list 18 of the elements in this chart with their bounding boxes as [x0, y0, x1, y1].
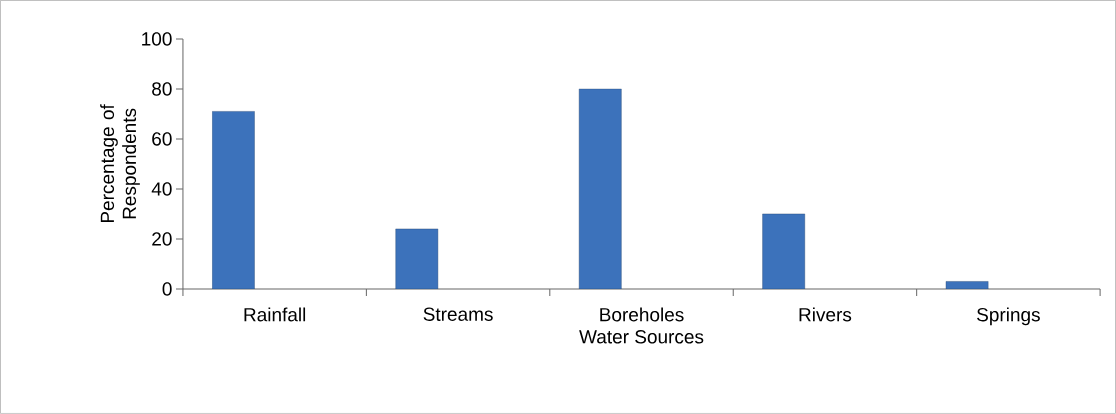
y-tick-label: 20 [152, 232, 172, 246]
bar [762, 213, 805, 289]
x-tick-label: Springs [977, 307, 1040, 326]
y-tick-label: 80 [152, 82, 172, 96]
y-tick-label: 0 [162, 282, 172, 296]
x-tick-label: Rivers [799, 307, 852, 322]
x-tick-label: Rainfall [244, 307, 306, 322]
bar [578, 88, 622, 289]
y-tick-label: 40 [151, 182, 172, 196]
y-tick-label: 60 [152, 132, 172, 146]
x-axis-title: Water Sources [579, 330, 704, 344]
bar [395, 228, 439, 289]
x-tick-label: Streams [423, 307, 493, 321]
bar [212, 111, 255, 289]
y-axis-title: Percentage of Respondents [100, 104, 140, 223]
bar [945, 281, 989, 289]
y-tick-label: 100 [142, 32, 172, 46]
x-tick-label: Boreholes [600, 307, 684, 322]
